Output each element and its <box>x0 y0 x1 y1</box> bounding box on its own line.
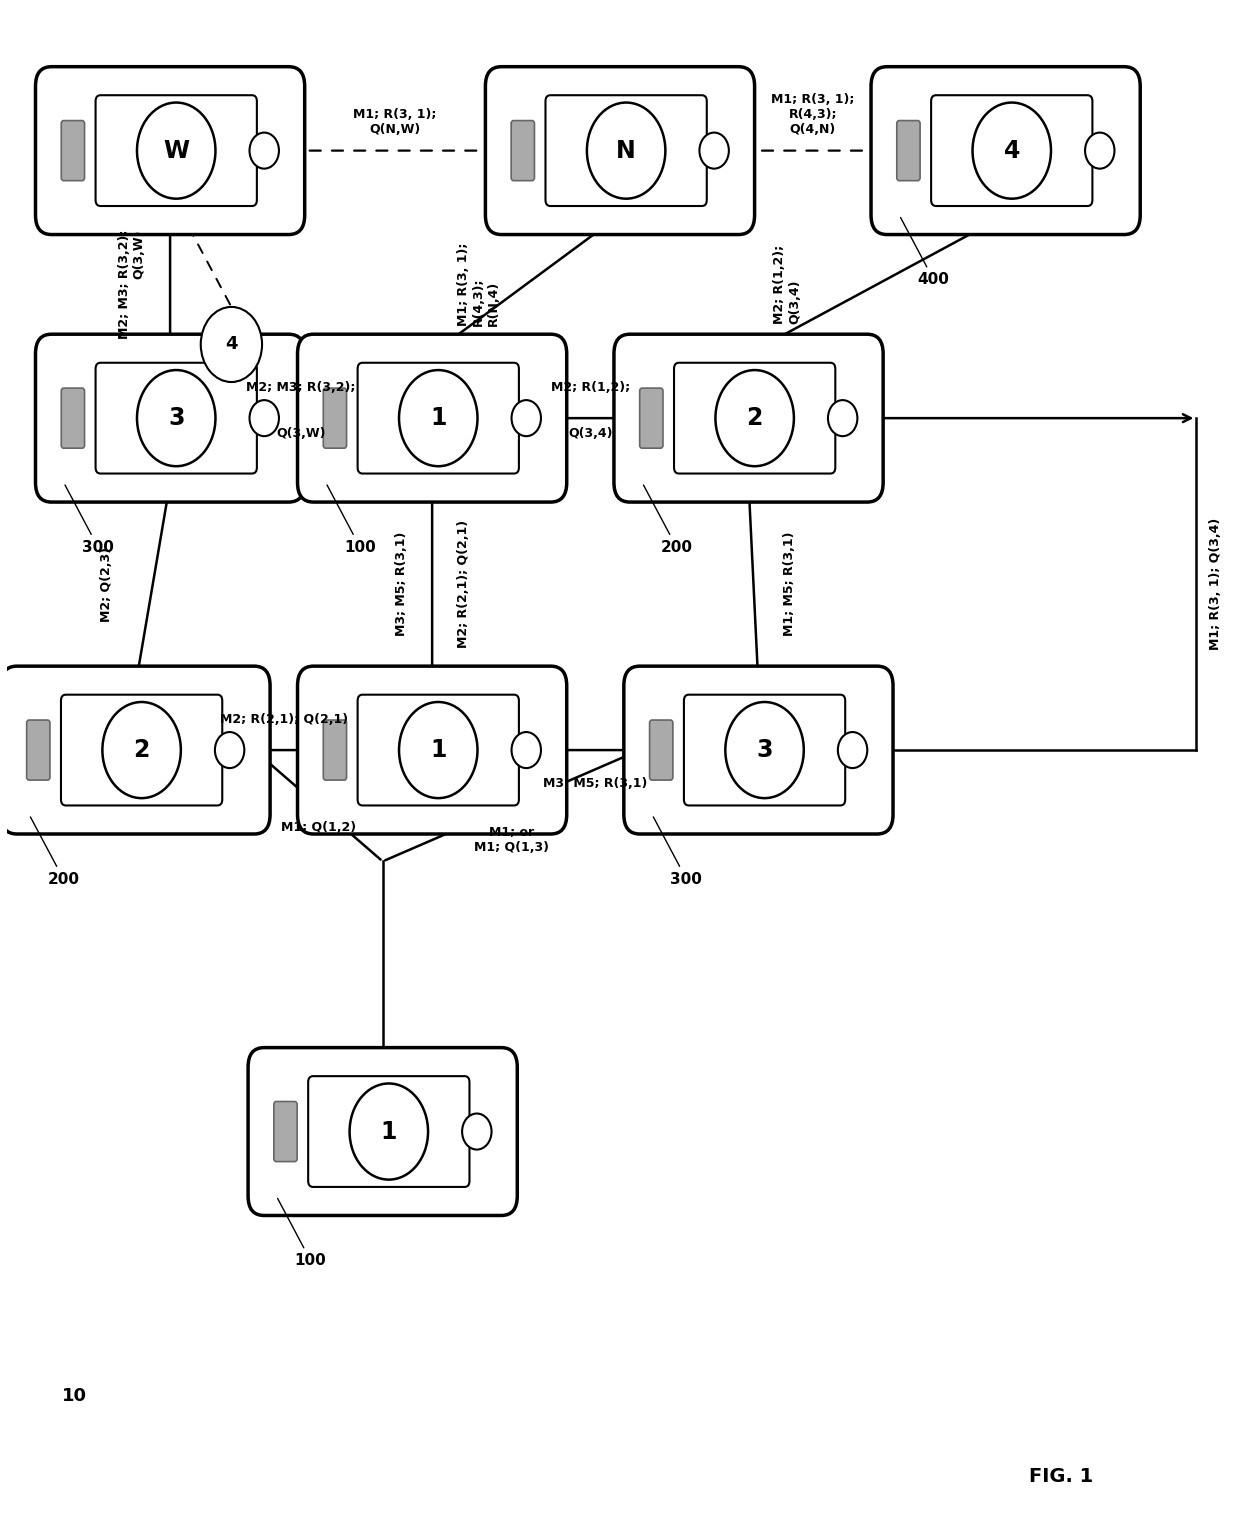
Circle shape <box>828 400 857 437</box>
FancyBboxPatch shape <box>61 388 84 449</box>
Text: M2; R(2,1); Q(2,1): M2; R(2,1); Q(2,1) <box>219 713 348 726</box>
Text: 1: 1 <box>430 738 446 763</box>
Circle shape <box>699 132 729 168</box>
Text: 2: 2 <box>746 406 763 431</box>
FancyBboxPatch shape <box>897 121 920 180</box>
Text: M2; M3; R(3,2);
Q(3,W): M2; M3; R(3,2); Q(3,W) <box>118 230 145 340</box>
Text: 100: 100 <box>327 485 376 555</box>
FancyBboxPatch shape <box>26 720 50 781</box>
Circle shape <box>103 702 181 797</box>
Text: M1; R(3, 1);
R(4,3);
Q(4,N): M1; R(3, 1); R(4,3); Q(4,N) <box>771 92 854 135</box>
FancyBboxPatch shape <box>511 121 534 180</box>
Circle shape <box>587 103 666 199</box>
Text: M3; M5; R(3,1): M3; M5; R(3,1) <box>394 532 408 637</box>
Circle shape <box>725 702 804 797</box>
Text: M2; Q(2,3): M2; Q(2,3) <box>100 547 113 622</box>
FancyBboxPatch shape <box>309 1076 470 1187</box>
FancyBboxPatch shape <box>324 720 346 781</box>
Text: M1; or
M1; Q(1,3): M1; or M1; Q(1,3) <box>474 826 549 854</box>
Circle shape <box>715 370 794 467</box>
FancyBboxPatch shape <box>61 121 84 180</box>
Text: 300: 300 <box>64 485 114 555</box>
Text: 400: 400 <box>900 217 950 287</box>
Circle shape <box>838 732 867 769</box>
FancyBboxPatch shape <box>61 694 222 805</box>
FancyBboxPatch shape <box>684 694 846 805</box>
Circle shape <box>136 103 216 199</box>
Text: FIG. 1: FIG. 1 <box>1029 1466 1094 1486</box>
FancyBboxPatch shape <box>248 1048 517 1216</box>
Circle shape <box>201 306 262 382</box>
Text: Q(3,W): Q(3,W) <box>277 428 326 440</box>
Circle shape <box>512 400 541 437</box>
Text: N: N <box>616 138 636 162</box>
FancyBboxPatch shape <box>298 334 567 502</box>
Text: Q(3,4): Q(3,4) <box>568 428 613 440</box>
FancyBboxPatch shape <box>546 96 707 206</box>
Text: 300: 300 <box>653 817 702 887</box>
FancyBboxPatch shape <box>675 362 836 473</box>
FancyBboxPatch shape <box>357 694 518 805</box>
Text: 100: 100 <box>278 1199 326 1267</box>
FancyBboxPatch shape <box>650 720 673 781</box>
Text: M2; R(1,2);
Q(3,4): M2; R(1,2); Q(3,4) <box>773 244 801 324</box>
Text: 200: 200 <box>644 485 693 555</box>
FancyBboxPatch shape <box>640 388 663 449</box>
FancyBboxPatch shape <box>624 666 893 834</box>
FancyBboxPatch shape <box>357 362 518 473</box>
Circle shape <box>215 732 244 769</box>
Text: M1; R(3, 1); Q(3,4): M1; R(3, 1); Q(3,4) <box>1209 518 1221 650</box>
Text: 10: 10 <box>62 1387 87 1405</box>
FancyBboxPatch shape <box>485 67 755 235</box>
Text: 2: 2 <box>134 738 150 763</box>
Circle shape <box>249 400 279 437</box>
Text: 4: 4 <box>1003 138 1021 162</box>
FancyBboxPatch shape <box>870 67 1141 235</box>
Text: M2; M3; R(3,2);: M2; M3; R(3,2); <box>247 381 356 394</box>
Circle shape <box>136 370 216 467</box>
Text: M2; R(1,2);: M2; R(1,2); <box>551 381 630 394</box>
Text: 3: 3 <box>167 406 185 431</box>
Text: M3; M5; R(3,1): M3; M5; R(3,1) <box>543 778 647 790</box>
FancyBboxPatch shape <box>36 334 305 502</box>
Text: M1; M5; R(3,1): M1; M5; R(3,1) <box>782 532 796 637</box>
FancyBboxPatch shape <box>95 96 257 206</box>
FancyBboxPatch shape <box>324 388 346 449</box>
Text: 3: 3 <box>756 738 773 763</box>
FancyBboxPatch shape <box>36 67 305 235</box>
FancyBboxPatch shape <box>931 96 1092 206</box>
Text: 1: 1 <box>430 406 446 431</box>
Circle shape <box>512 732 541 769</box>
Circle shape <box>249 132 279 168</box>
FancyBboxPatch shape <box>274 1102 298 1161</box>
Text: M1; Q(1,2): M1; Q(1,2) <box>280 822 356 834</box>
Circle shape <box>399 370 477 467</box>
Text: M1; R(3, 1);
Q(N,W): M1; R(3, 1); Q(N,W) <box>353 108 436 135</box>
FancyBboxPatch shape <box>1 666 270 834</box>
Circle shape <box>463 1114 491 1149</box>
Text: M2; R(2,1); Q(2,1): M2; R(2,1); Q(2,1) <box>456 520 470 649</box>
Text: 200: 200 <box>31 817 79 887</box>
Text: M1; R(3, 1);
R(4,3);
R(N,4): M1; R(3, 1); R(4,3); R(N,4) <box>456 243 500 326</box>
Text: W: W <box>164 138 190 162</box>
FancyBboxPatch shape <box>298 666 567 834</box>
Circle shape <box>350 1084 428 1179</box>
FancyBboxPatch shape <box>614 334 883 502</box>
Circle shape <box>1085 132 1115 168</box>
Text: 1: 1 <box>381 1119 397 1143</box>
Circle shape <box>972 103 1052 199</box>
FancyBboxPatch shape <box>95 362 257 473</box>
Text: 4: 4 <box>226 335 238 353</box>
Circle shape <box>399 702 477 797</box>
